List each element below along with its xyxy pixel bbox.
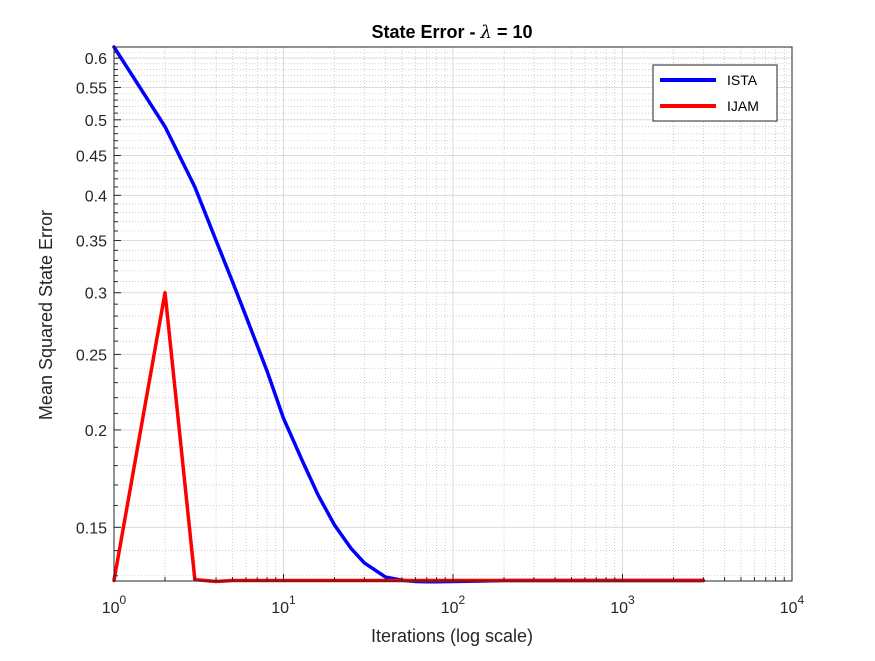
y-tick-label: 0.15 bbox=[76, 520, 107, 537]
x-tick-label-base: 10 bbox=[271, 600, 289, 617]
tick-marks bbox=[113, 46, 793, 581]
x-tick-label-exponent: 3 bbox=[628, 593, 635, 607]
chart-title: State Error - λ = 10 bbox=[372, 22, 533, 43]
y-tick-labels: 0.15 0.2 0.25 0.3 0.35 0.4 0.45 0.5 0.55 0.6 bbox=[76, 51, 107, 537]
chart-title-suffix: = 10 bbox=[492, 22, 533, 42]
y-tick-label: 0.2 bbox=[85, 423, 107, 440]
x-tick-label-base: 10 bbox=[780, 600, 798, 617]
legend-label-ijam: IJAM bbox=[727, 98, 759, 114]
x-tick-label: 100 bbox=[102, 593, 127, 617]
chart-title-lambda: λ bbox=[480, 22, 492, 43]
y-tick-label: 0.5 bbox=[85, 113, 107, 130]
series-line-ijam bbox=[112, 290, 706, 584]
x-tick-label: 101 bbox=[271, 593, 296, 617]
x-tick-label-exponent: 2 bbox=[459, 593, 466, 607]
major-grid bbox=[113, 47, 793, 581]
legend: ISTA IJAM bbox=[652, 64, 778, 122]
y-tick-label: 0.4 bbox=[85, 188, 107, 205]
x-tick-label: 102 bbox=[441, 593, 466, 617]
legend-box bbox=[652, 64, 778, 122]
x-tick-label-base: 10 bbox=[102, 600, 120, 617]
legend-label-ista: ISTA bbox=[727, 72, 758, 88]
y-tick-label: 0.55 bbox=[76, 81, 107, 98]
x-tick-label-exponent: 1 bbox=[289, 593, 296, 607]
y-tick-label: 0.45 bbox=[76, 148, 107, 165]
y-tick-label: 0.25 bbox=[76, 347, 107, 364]
x-tick-labels: 100 101 102 103 104 bbox=[102, 593, 805, 617]
y-tick-label: 0.6 bbox=[85, 51, 107, 68]
x-tick-label-exponent: 4 bbox=[798, 593, 805, 607]
x-tick-label-exponent: 0 bbox=[120, 593, 127, 607]
chart-title-prefix: State Error - bbox=[372, 22, 481, 42]
x-tick-label-base: 10 bbox=[441, 600, 459, 617]
y-tick-label: 0.3 bbox=[85, 286, 107, 303]
x-axis-label: Iterations (log scale) bbox=[371, 626, 533, 646]
y-axis-label: Mean Squared State Error bbox=[36, 210, 56, 420]
x-tick-label: 104 bbox=[780, 593, 805, 617]
series-layer bbox=[112, 45, 706, 584]
y-tick-label: 0.35 bbox=[76, 234, 107, 251]
x-tick-label-base: 10 bbox=[610, 600, 628, 617]
x-tick-label: 103 bbox=[610, 593, 635, 617]
